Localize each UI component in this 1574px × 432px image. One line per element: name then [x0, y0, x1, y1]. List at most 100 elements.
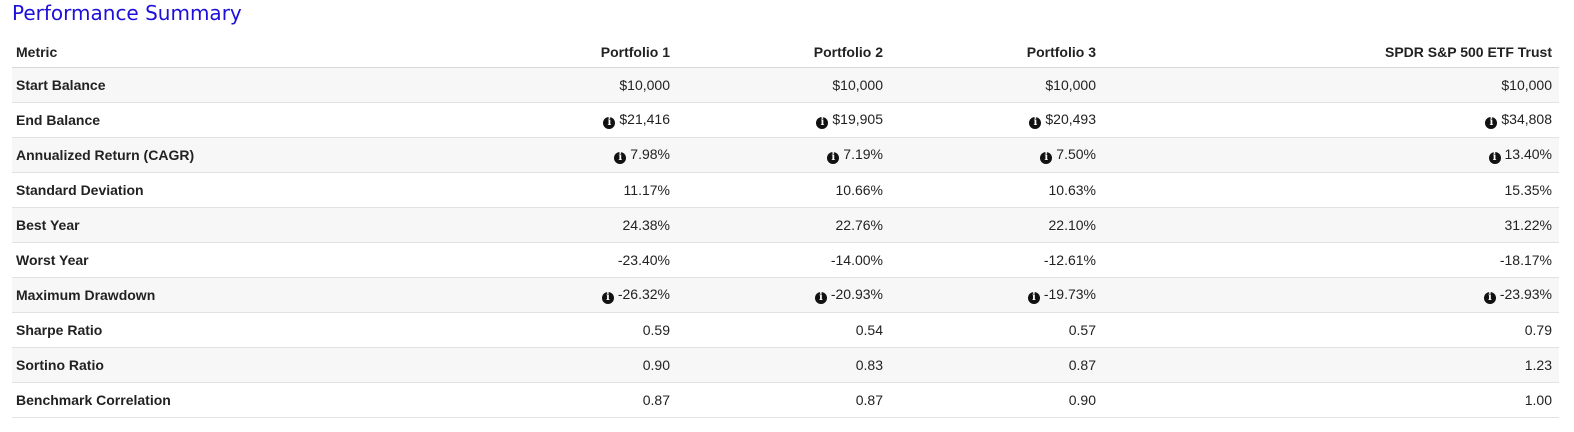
value-cell-portfolio-1: 11.17%	[447, 172, 677, 208]
table-row: Standard Deviation 11.17% 10.66% 10.63% 15.3…	[12, 172, 1559, 208]
value-cell-portfolio-1: 0.90	[447, 347, 677, 383]
value-cell-benchmark: 1.23	[1103, 347, 1559, 383]
value-text: 0.57	[1068, 322, 1096, 338]
value-cell-portfolio-1: i -26.32%	[447, 277, 677, 313]
value-text: -12.61%	[1043, 252, 1096, 268]
value-cell-benchmark: i -23.93%	[1103, 277, 1559, 313]
metric-label: Maximum Drawdown	[12, 277, 447, 313]
metric-label: Annualized Return (CAGR)	[12, 137, 447, 173]
value-text: 0.83	[855, 357, 883, 373]
info-circle-icon[interactable]: i	[1040, 152, 1053, 164]
info-circle-icon[interactable]: i	[1027, 292, 1040, 304]
value-text: -23.40%	[617, 252, 670, 268]
info-circle-icon[interactable]: i	[1029, 117, 1042, 129]
table-row: Start Balance $10,000 $10,000 $10,000 $10,00…	[12, 67, 1559, 103]
info-circle-icon[interactable]: i	[827, 152, 840, 164]
value-text: 22.76%	[835, 217, 883, 233]
value-cell-benchmark: 15.35%	[1103, 172, 1559, 208]
column-header-metric: Metric	[12, 36, 447, 68]
table-row: Sortino Ratio 0.90 0.83 0.87 1.23	[12, 347, 1559, 383]
value-cell-benchmark: -18.17%	[1103, 242, 1559, 278]
table-row: Annualized Return (CAGR) i 7.98% i 7.19% i 7.5…	[12, 137, 1559, 173]
value-text: 1.00	[1524, 392, 1552, 408]
value-cell-portfolio-2: $10,000	[677, 67, 890, 103]
value-text: 10.63%	[1048, 182, 1096, 198]
value-text: $10,000	[1501, 77, 1552, 93]
value-cell-portfolio-3: 0.90	[890, 382, 1103, 418]
info-circle-icon[interactable]: i	[1483, 292, 1496, 304]
value-cell-portfolio-3: 22.10%	[890, 207, 1103, 243]
value-text: 0.87	[642, 392, 670, 408]
value-cell-portfolio-3: i 7.50%	[890, 137, 1103, 173]
value-text: 15.35%	[1504, 182, 1552, 198]
value-text: 0.90	[642, 357, 670, 373]
value-cell-portfolio-2: i 7.19%	[677, 137, 890, 173]
table-row: Worst Year -23.40% -14.00% -12.61% -18.17%	[12, 242, 1559, 278]
table-body: Start Balance $10,000 $10,000 $10,000 $10,00…	[12, 67, 1559, 418]
value-text: -14.00%	[830, 252, 883, 268]
metric-label: Worst Year	[12, 242, 447, 278]
column-header-benchmark: SPDR S&P 500 ETF Trust	[1103, 36, 1559, 68]
value-cell-portfolio-1: -23.40%	[447, 242, 677, 278]
metric-label: Best Year	[12, 207, 447, 243]
value-text: $10,000	[1045, 77, 1096, 93]
value-text: -26.32%	[617, 286, 670, 302]
value-text: $10,000	[832, 77, 883, 93]
value-text: 1.23	[1524, 357, 1552, 373]
value-text: 0.87	[855, 392, 883, 408]
value-text: -23.93%	[1499, 286, 1552, 302]
value-text: 7.50%	[1056, 146, 1096, 162]
value-cell-portfolio-2: -14.00%	[677, 242, 890, 278]
value-cell-benchmark: 0.79	[1103, 312, 1559, 348]
column-header-portfolio-2: Portfolio 2	[677, 36, 890, 68]
value-cell-portfolio-2: 22.76%	[677, 207, 890, 243]
value-text: 13.40%	[1504, 146, 1552, 162]
value-text: 11.17%	[623, 182, 670, 198]
info-circle-icon[interactable]: i	[814, 292, 827, 304]
value-text: $21,416	[619, 111, 670, 127]
value-text: 0.54	[855, 322, 883, 338]
value-cell-portfolio-2: 10.66%	[677, 172, 890, 208]
value-text: -18.17%	[1499, 252, 1552, 268]
value-cell-portfolio-3: 0.57	[890, 312, 1103, 348]
value-text: 24.38%	[622, 217, 670, 233]
value-text: 0.79	[1524, 322, 1552, 338]
table-row: Sharpe Ratio 0.59 0.54 0.57 0.79	[12, 312, 1559, 348]
value-cell-benchmark: i $34,808	[1103, 102, 1559, 138]
info-circle-icon[interactable]: i	[603, 117, 616, 129]
value-cell-portfolio-3: 10.63%	[890, 172, 1103, 208]
info-circle-icon[interactable]: i	[601, 292, 614, 304]
value-cell-portfolio-2: 0.83	[677, 347, 890, 383]
value-text: 7.19%	[843, 146, 883, 162]
info-circle-icon[interactable]: i	[816, 117, 829, 129]
page-title: Performance Summary	[12, 1, 242, 25]
value-cell-portfolio-3: i $20,493	[890, 102, 1103, 138]
value-cell-portfolio-2: 0.54	[677, 312, 890, 348]
metric-label: Start Balance	[12, 67, 447, 103]
value-cell-portfolio-1: i 7.98%	[447, 137, 677, 173]
value-text: $19,905	[832, 111, 883, 127]
header-row: Metric Portfolio 1 Portfolio 2 Portfolio…	[12, 36, 1559, 68]
metric-label: Benchmark Correlation	[12, 382, 447, 418]
value-cell-portfolio-1: $10,000	[447, 67, 677, 103]
value-cell-benchmark: 31.22%	[1103, 207, 1559, 243]
value-text: $10,000	[619, 77, 670, 93]
value-cell-portfolio-1: 0.87	[447, 382, 677, 418]
info-circle-icon[interactable]: i	[614, 152, 627, 164]
metric-label: End Balance	[12, 102, 447, 138]
table-row: Best Year 24.38% 22.76% 22.10% 31.22%	[12, 207, 1559, 243]
value-cell-portfolio-1: 24.38%	[447, 207, 677, 243]
value-text: 0.59	[642, 322, 670, 338]
value-cell-portfolio-3: 0.87	[890, 347, 1103, 383]
value-text: 0.87	[1068, 357, 1096, 373]
value-text: $34,808	[1501, 111, 1552, 127]
value-text: -20.93%	[830, 286, 883, 302]
metric-label: Sharpe Ratio	[12, 312, 447, 348]
value-cell-portfolio-2: 0.87	[677, 382, 890, 418]
value-cell-portfolio-2: i -20.93%	[677, 277, 890, 313]
performance-table: Metric Portfolio 1 Portfolio 2 Portfolio…	[12, 36, 1559, 418]
info-circle-icon[interactable]: i	[1488, 152, 1501, 164]
value-cell-portfolio-3: -12.61%	[890, 242, 1103, 278]
info-circle-icon[interactable]: i	[1485, 117, 1498, 129]
table-row: End Balance i $21,416 i $19,905 i $20,493 i $34,…	[12, 102, 1559, 138]
